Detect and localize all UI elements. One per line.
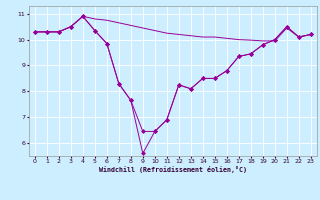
X-axis label: Windchill (Refroidissement éolien,°C): Windchill (Refroidissement éolien,°C) — [99, 166, 247, 173]
